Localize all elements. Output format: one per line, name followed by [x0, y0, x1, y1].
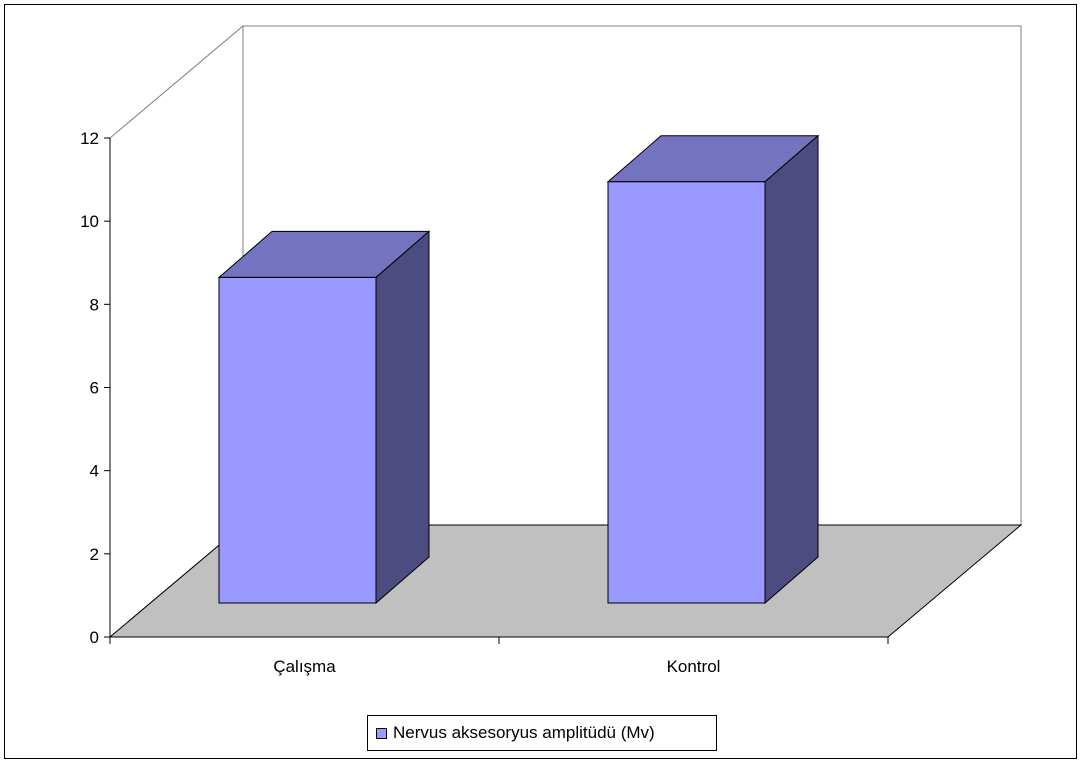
- y-tick-label: 2: [90, 545, 99, 564]
- legend-label: Nervus aksesoryus amplitüdü (Mv): [393, 723, 655, 742]
- y-tick-label: 6: [90, 379, 99, 398]
- bar-1: [217, 230, 431, 605]
- y-tick-label: 10: [80, 212, 99, 231]
- bar-2: [606, 134, 820, 605]
- x-tick-label: Kontrol: [667, 657, 721, 676]
- y-tick-label: 8: [90, 295, 99, 314]
- x-tick-label: Çalışma: [273, 657, 336, 676]
- bar-front-face: [218, 276, 377, 604]
- bar-side-face: [764, 134, 819, 605]
- bar-front-face: [607, 181, 766, 604]
- y-tick-label: 4: [90, 462, 99, 481]
- y-tick-label: 12: [80, 129, 99, 148]
- bar-side-face: [375, 230, 430, 605]
- legend: Nervus aksesoryus amplitüdü (Mv): [367, 715, 717, 751]
- legend-swatch: [376, 727, 387, 739]
- y-tick-label: 0: [90, 628, 99, 647]
